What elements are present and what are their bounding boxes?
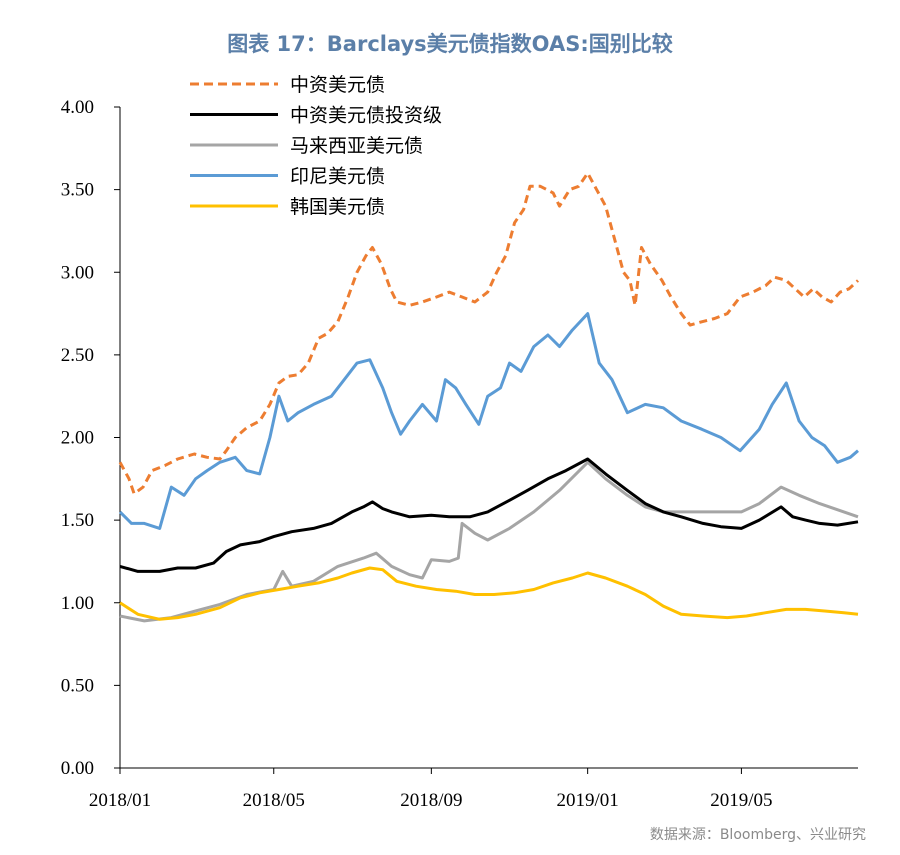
series-line-3	[118, 312, 859, 530]
series-lines	[118, 171, 860, 623]
chart-title: 图表 17：Barclays美元债指数OAS:国别比较	[227, 32, 673, 56]
legend-label-1: 中资美元债投资级	[290, 105, 442, 127]
x-tick-label: 2019/01	[557, 790, 619, 811]
series-line-4	[119, 566, 859, 621]
legend-label-0: 中资美元债	[290, 74, 385, 96]
x-tick-label: 2019/05	[710, 790, 772, 811]
y-tick-label: 2.00	[61, 428, 94, 449]
y-tick-label: 4.00	[61, 97, 94, 118]
source-note: 数据来源：Bloomberg、兴业研究	[650, 827, 866, 843]
x-tick-label: 2018/05	[243, 790, 305, 811]
y-axis-ticks: 0.00 0.50 1.00 1.50 2.00 2.50 3.00 3.50 4.00	[61, 97, 120, 779]
series-line-2	[119, 460, 859, 623]
y-tick-label: 3.50	[61, 180, 94, 201]
y-tick-label: 2.50	[61, 345, 94, 366]
y-tick-label: 0.00	[61, 758, 94, 779]
legend-label-3: 印尼美元债	[290, 166, 385, 188]
x-axis-ticks: 2018/01 2018/05 2018/09 2019/01 2019/05	[89, 768, 773, 811]
y-tick-label: 3.00	[61, 262, 94, 283]
series-line-0	[118, 171, 860, 496]
legend-label-2: 马来西亚美元债	[290, 135, 423, 157]
y-tick-label: 1.00	[61, 593, 94, 614]
x-tick-label: 2018/01	[89, 790, 151, 811]
legend-label-4: 韩国美元债	[290, 196, 385, 218]
y-tick-label: 1.50	[61, 510, 94, 531]
y-tick-label: 0.50	[61, 675, 94, 696]
x-tick-label: 2018/09	[400, 790, 462, 811]
series-line-1	[119, 457, 859, 573]
